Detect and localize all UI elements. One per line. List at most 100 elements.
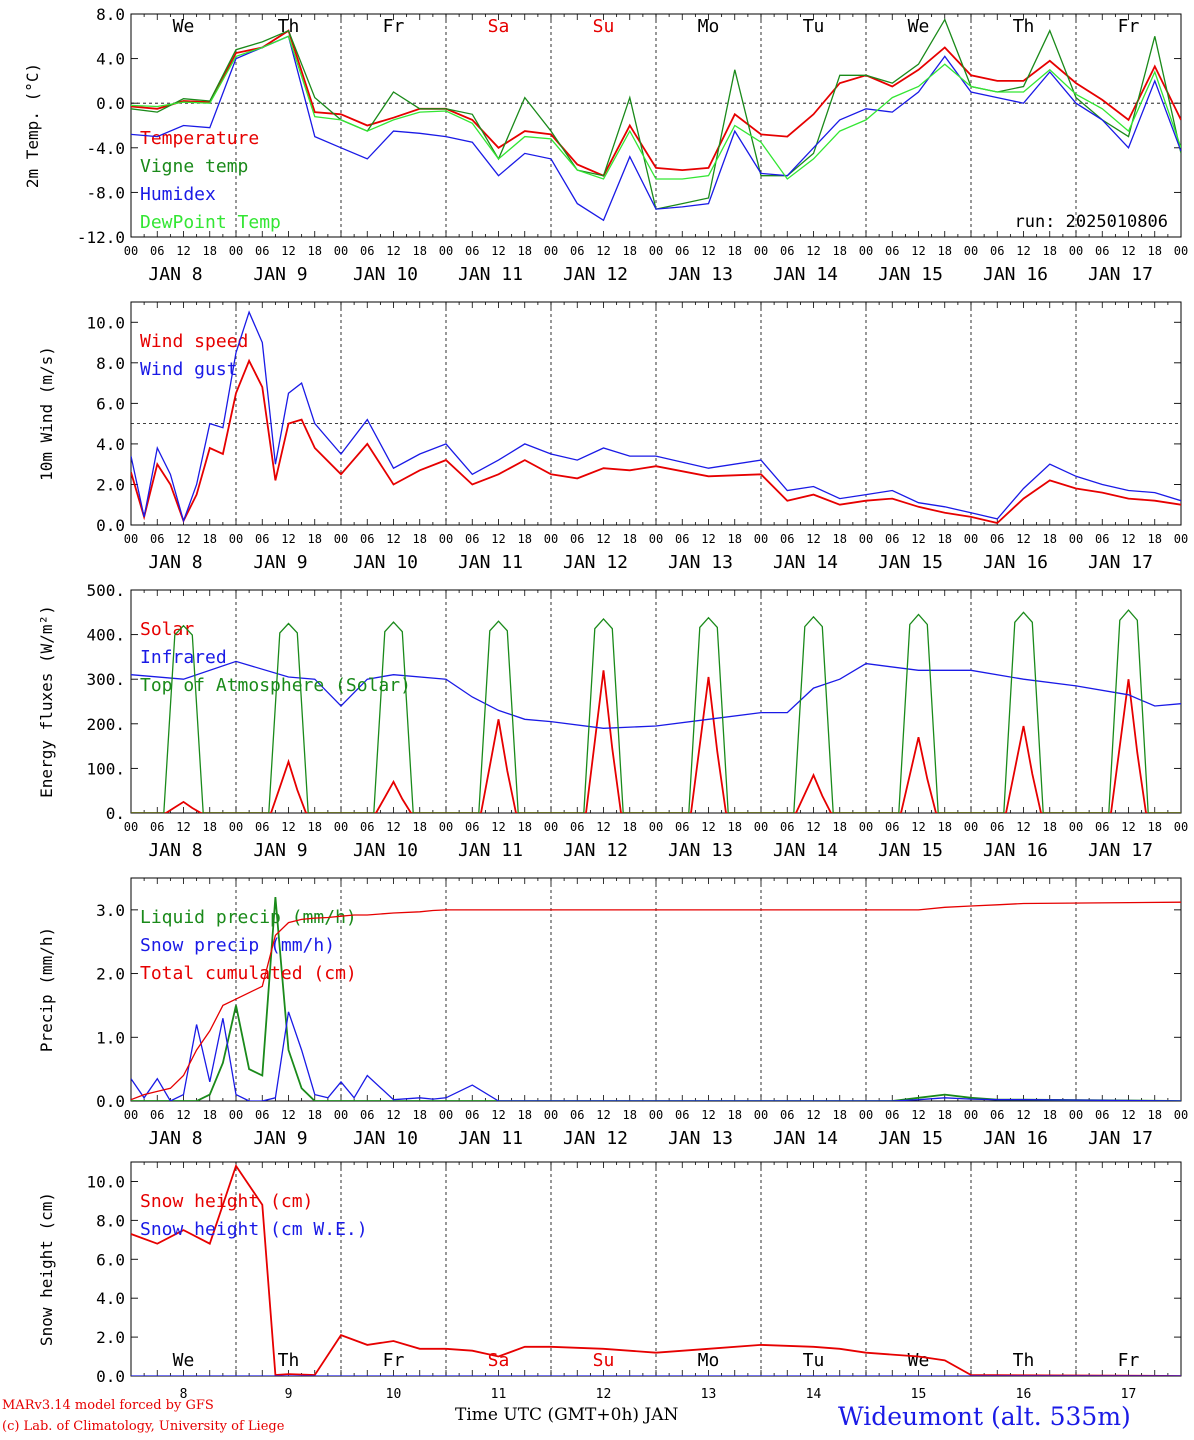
hour-label: 12 [1016, 244, 1030, 258]
hour-label: 06 [780, 244, 794, 258]
hour-label: 06 [150, 1108, 164, 1122]
weekday-label: Th [278, 16, 300, 37]
y-tick-label: 200. [86, 715, 125, 734]
series-line-1 [131, 670, 1181, 813]
hour-label: 18 [413, 532, 427, 546]
date-label: JAN 12 [563, 552, 628, 573]
date-label: JAN 10 [353, 552, 418, 573]
date-label: JAN 15 [878, 840, 943, 861]
hour-label: 06 [570, 532, 584, 546]
date-label: JAN 16 [983, 552, 1048, 573]
hour-label: 12 [176, 532, 190, 546]
hour-label: 12 [806, 532, 820, 546]
hour-label: 00 [859, 532, 873, 546]
hour-label: 06 [570, 820, 584, 834]
date-label: JAN 16 [983, 264, 1048, 285]
y-tick-label: 2.0 [96, 965, 125, 984]
series-line-4 [131, 35, 1181, 180]
hour-label: 00 [1069, 244, 1083, 258]
hour-label: 00 [544, 244, 558, 258]
hour-label: 00 [649, 244, 663, 258]
hour-label: 12 [911, 1108, 925, 1122]
hour-label: 18 [938, 532, 952, 546]
legend-entry: Total cumulated (cm) [140, 963, 357, 984]
hour-label: 18 [833, 820, 847, 834]
day-number-label: 9 [285, 1387, 293, 1402]
date-label: JAN 8 [148, 264, 202, 285]
hour-label: 18 [623, 244, 637, 258]
day-number-label: 14 [806, 1387, 822, 1402]
date-label: JAN 14 [773, 264, 838, 285]
hour-label: 06 [990, 244, 1004, 258]
panel-5: 10.0 8.0 6.0 4.0 2.0 0.0 Snow height (cm) We Th F… [37, 1161, 1182, 1402]
hour-label: 18 [308, 1108, 322, 1122]
hour-label: 18 [833, 244, 847, 258]
hour-label: 12 [1121, 820, 1135, 834]
hour-label: 18 [728, 532, 742, 546]
legend-entry: Temperature [140, 128, 259, 149]
hour-label: 18 [518, 532, 532, 546]
hour-label: 00 [544, 820, 558, 834]
date-label: JAN 10 [353, 840, 418, 861]
hour-label: 00 [754, 1108, 768, 1122]
date-label: JAN 9 [253, 840, 307, 861]
hour-label: 18 [623, 532, 637, 546]
legend-entry: Solar [140, 619, 194, 640]
hour-label: 18 [938, 820, 952, 834]
weekday-label: We [908, 16, 930, 37]
hour-label: 18 [518, 244, 532, 258]
hour-label: 00 [1174, 1108, 1188, 1122]
hour-label: 18 [1043, 532, 1057, 546]
hour-label: 00 [124, 820, 138, 834]
credit-line-2: (c) Lab. of Climatology, University of L… [2, 1419, 285, 1434]
hour-label: 00 [754, 532, 768, 546]
plot-frame [130, 13, 1182, 238]
hour-label: 12 [701, 244, 715, 258]
hour-label: 06 [360, 820, 374, 834]
hour-label: 12 [491, 532, 505, 546]
hour-label: 18 [308, 820, 322, 834]
hour-label: 06 [150, 532, 164, 546]
hour-label: 00 [229, 820, 243, 834]
hour-label: 00 [964, 532, 978, 546]
y-axis-title: 10m Wind (m/s) [37, 346, 56, 481]
hour-label: 12 [1016, 532, 1030, 546]
hour-label: 00 [334, 532, 348, 546]
date-label: JAN 10 [353, 1128, 418, 1149]
hour-label: 06 [780, 1108, 794, 1122]
y-tick-label: 3.0 [96, 901, 125, 920]
hour-label: 00 [229, 1108, 243, 1122]
hour-label: 18 [203, 532, 217, 546]
weekday-label: We [173, 1350, 195, 1371]
hour-label: 00 [964, 244, 978, 258]
hour-label: 12 [911, 820, 925, 834]
date-label: JAN 12 [563, 840, 628, 861]
y-tick-label: 4.0 [96, 50, 125, 69]
legend-entry: Wind gust [140, 359, 238, 380]
y-tick-label: 2.0 [96, 1328, 125, 1347]
day-number-label: 16 [1016, 1387, 1032, 1402]
hour-label: 00 [1174, 820, 1188, 834]
date-label: JAN 17 [1088, 1128, 1153, 1149]
hour-label: 00 [1174, 532, 1188, 546]
date-label: JAN 11 [458, 552, 523, 573]
hour-label: 18 [728, 1108, 742, 1122]
date-label: JAN 15 [878, 1128, 943, 1149]
date-label: JAN 13 [668, 552, 733, 573]
y-axis-title: Snow height (cm) [37, 1192, 56, 1346]
hour-label: 12 [386, 244, 400, 258]
date-label: JAN 16 [983, 1128, 1048, 1149]
hour-label: 12 [281, 244, 295, 258]
hour-label: 06 [885, 532, 899, 546]
hour-label: 06 [885, 244, 899, 258]
date-label: JAN 9 [253, 552, 307, 573]
hour-label: 00 [754, 820, 768, 834]
hour-label: 00 [439, 244, 453, 258]
date-label: JAN 14 [773, 840, 838, 861]
day-number-label: 17 [1121, 1387, 1137, 1402]
hour-label: 06 [780, 820, 794, 834]
weekday-label: Th [1013, 16, 1035, 37]
credit-line-1: MARv3.14 model forced by GFS [2, 1398, 214, 1413]
legend-entry: Snow height (cm W.E.) [140, 1219, 368, 1240]
hour-label: 18 [518, 820, 532, 834]
